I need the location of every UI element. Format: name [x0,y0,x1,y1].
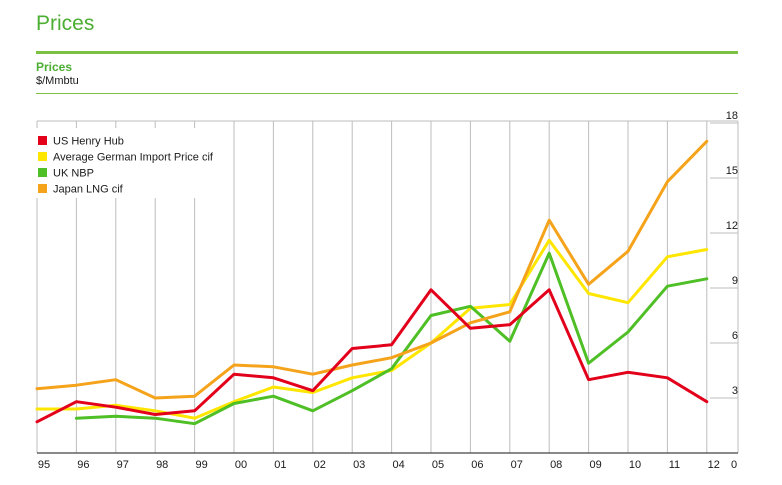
legend-label: Japan LNG cif [53,184,124,196]
x-tick-label: 07 [511,459,523,471]
title-rule [36,51,738,54]
x-tick-label: 02 [314,459,326,471]
x-tick-label: 05 [432,459,444,471]
legend-background [34,128,230,198]
y-axis-ticks: 3 6 9 12 15 18 [726,110,738,397]
legend-label: US Henry Hub [53,136,124,148]
x-axis-zero-label: 0 [731,459,737,471]
x-tick-label: 99 [195,459,207,471]
x-tick-label: 12 [708,459,720,471]
series-line-japan-lng-cif [35,139,709,400]
chart-title: Prices [36,60,73,74]
y-tick-label: 12 [726,220,738,232]
x-tick-label: 06 [471,459,483,471]
legend-swatch [38,136,47,145]
legend-label: Average German Import Price cif [53,152,214,164]
x-tick-label: 09 [589,459,601,471]
y-tick-label: 15 [726,165,738,177]
x-tick-label: 97 [117,459,129,471]
y-tick-label: 3 [732,385,738,397]
legend-swatch [38,152,47,161]
y-tick-label: 6 [732,330,738,342]
x-tick-label: 98 [156,459,168,471]
legend: US Henry Hub Average German Import Price … [34,128,230,198]
series-line-uk-nbp [74,251,709,426]
legend-swatch [38,184,47,193]
subtitle-rule [36,93,738,94]
y-tick-label: 9 [732,275,738,287]
series-lines [35,139,709,426]
series-line-us-henry-hub [35,288,709,424]
legend-label: UK NBP [53,168,94,180]
x-tick-label: 04 [392,459,404,471]
x-tick-label: 01 [274,459,286,471]
x-tick-label: 00 [235,459,247,471]
chart-unit-label: $/Mmbtu [36,75,79,87]
series-line-average-german-import-price-cif [35,238,709,420]
x-tick-label: 96 [77,459,89,471]
page-title: Prices [36,12,95,35]
x-tick-label: 03 [353,459,365,471]
x-tick-label: 95 [38,459,50,471]
x-axis-ticks: 95 96 97 98 99 00 01 02 03 04 05 06 07 08 09 10 11 12 0 [38,459,737,471]
legend-swatch [38,168,47,177]
y-tick-label: 18 [726,110,738,122]
x-tick-label: 10 [629,459,641,471]
x-tick-label: 11 [669,459,680,471]
x-tick-label: 08 [550,459,562,471]
